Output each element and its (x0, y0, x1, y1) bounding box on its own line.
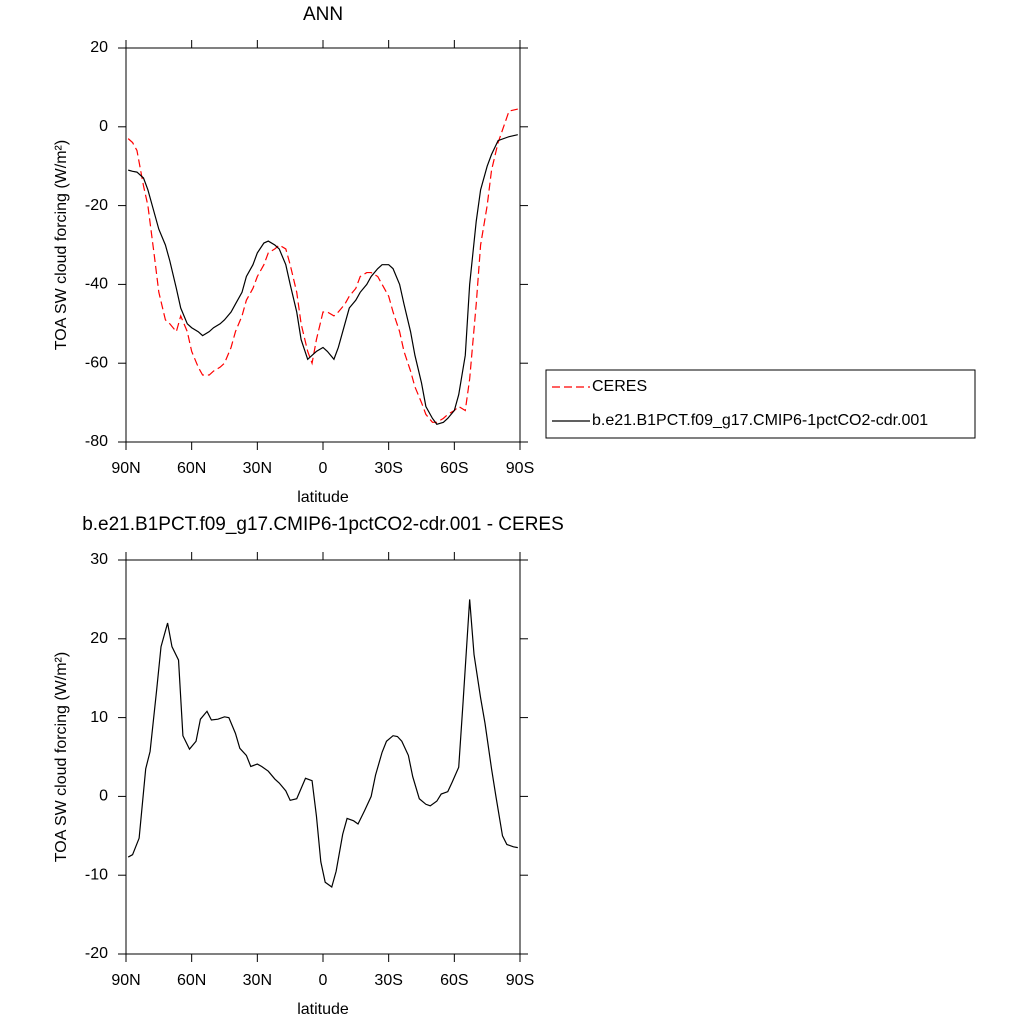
chart-title: ANN (303, 4, 343, 25)
y-axis-label: TOA SW cloud forcing (W/m²) (53, 652, 70, 862)
y-tick-label: 10 (90, 709, 108, 726)
x-axis-label: latitude (297, 489, 349, 506)
x-tick-label: 60N (177, 972, 206, 989)
y-tick-label: 0 (99, 788, 108, 805)
x-tick-label: 90S (506, 972, 534, 989)
legend-box (545, 369, 976, 439)
x-tick-label: 90N (111, 972, 140, 989)
x-tick-label: 90S (506, 460, 534, 477)
chart-title: b.e21.B1PCT.f09_g17.CMIP6-1pctCO2-cdr.00… (82, 514, 564, 535)
x-tick-label: 30N (243, 972, 272, 989)
series-line (128, 134, 518, 425)
y-tick-label: 0 (99, 118, 108, 135)
plot-frame (125, 559, 521, 955)
y-tick-label: -40 (85, 276, 108, 293)
legend-label: CERES (592, 378, 647, 395)
x-tick-label: 0 (319, 972, 328, 989)
y-tick-label: -20 (85, 945, 108, 962)
x-tick-label: 60S (440, 972, 468, 989)
series-line (127, 108, 518, 423)
x-tick-label: 90N (111, 460, 140, 477)
legend-label: b.e21.B1PCT.f09_g17.CMIP6-1pctCO2-cdr.00… (592, 412, 928, 429)
x-tick-label: 60S (440, 460, 468, 477)
y-tick-label: -60 (85, 354, 108, 371)
x-tick-label: 30N (243, 460, 272, 477)
x-tick-label: 0 (319, 460, 328, 477)
x-tick-label: 30S (374, 972, 402, 989)
y-tick-label: 30 (90, 551, 108, 568)
y-axis-label: TOA SW cloud forcing (W/m²) (53, 140, 70, 350)
y-tick-label: -80 (85, 433, 108, 450)
x-tick-label: 30S (374, 460, 402, 477)
y-tick-label: -20 (85, 197, 108, 214)
y-tick-label: -10 (85, 866, 108, 883)
y-tick-label: 20 (90, 39, 108, 56)
x-axis-label: latitude (297, 1001, 349, 1018)
series-line (127, 599, 518, 889)
y-tick-label: 20 (90, 630, 108, 647)
x-tick-label: 60N (177, 460, 206, 477)
